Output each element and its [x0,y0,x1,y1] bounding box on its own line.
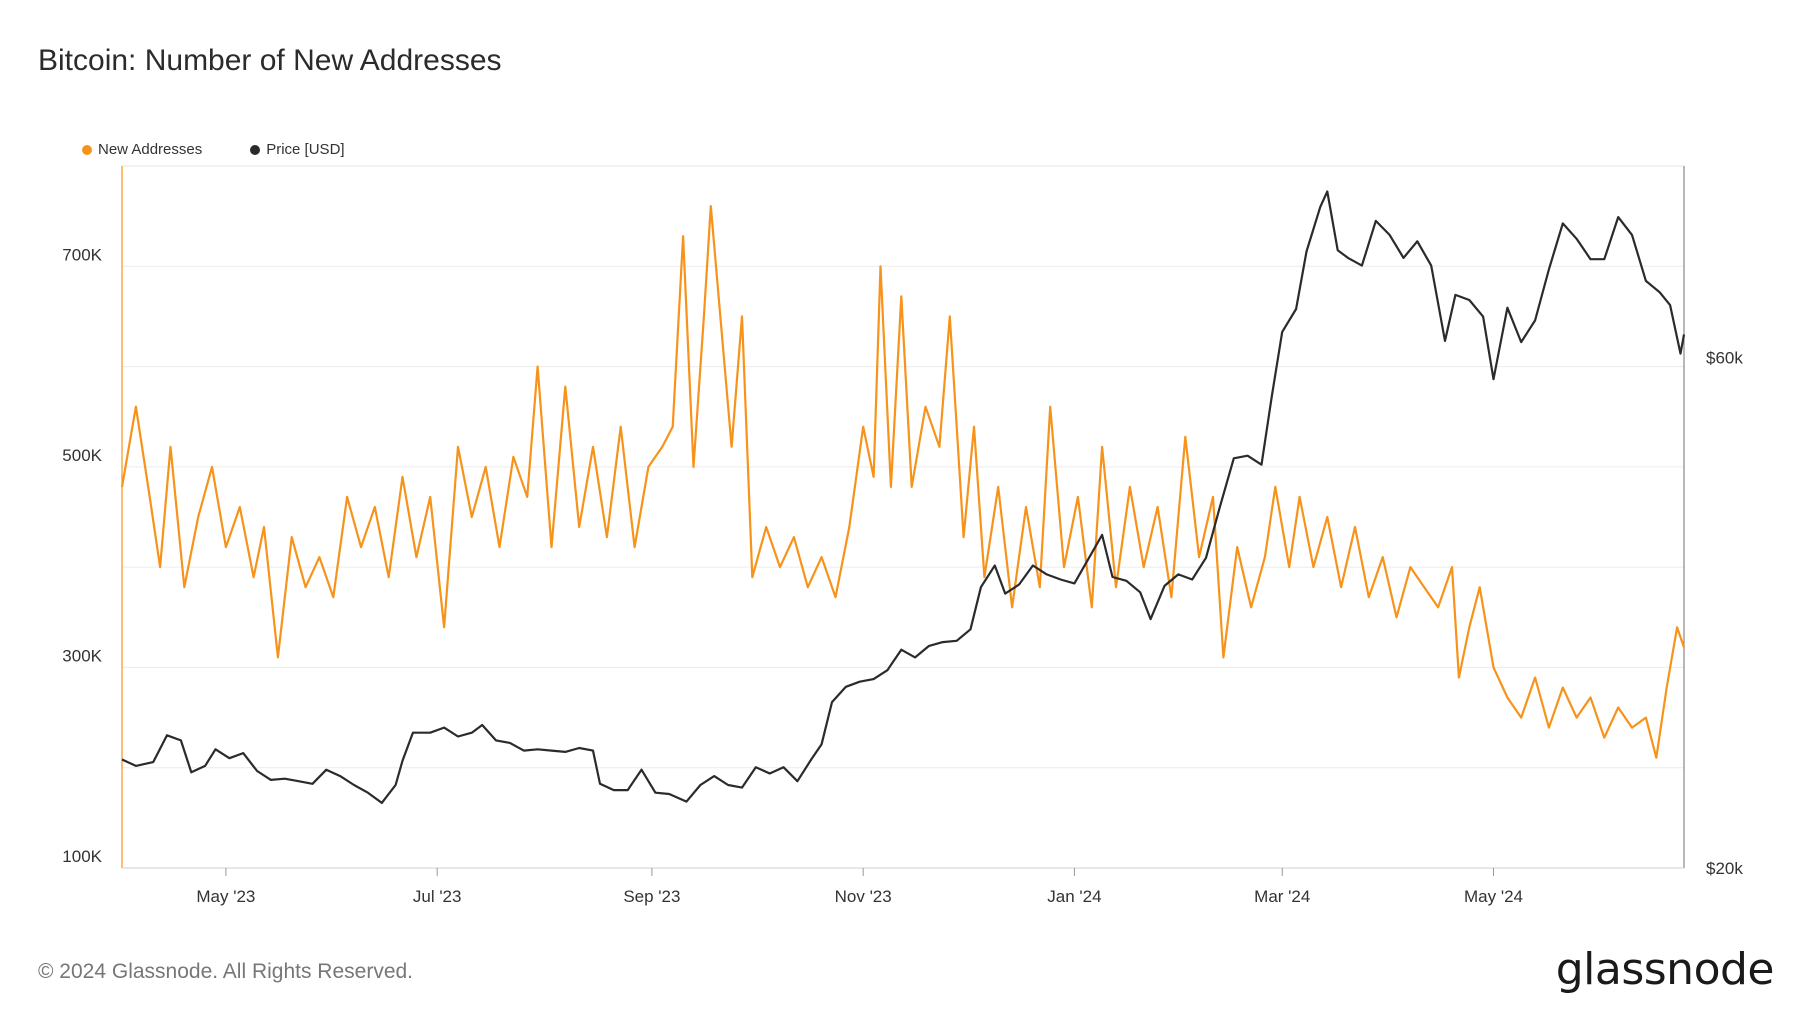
legend-label-price: Price [USD] [266,141,345,158]
chart-title: Bitcoin: Number of New Addresses [38,44,502,77]
y-right-tick-label: $60k [1706,348,1743,367]
x-tick-label: May '24 [1464,887,1523,906]
y-left-tick-label: 500K [62,446,102,465]
x-tick-label: Jan '24 [1047,887,1101,906]
glassnode-logo: glassnode [1555,944,1775,995]
x-tick-label: Nov '23 [835,887,892,906]
series-line-price [121,190,1686,804]
y-left-tick-label: 100K [62,847,102,866]
legend-dot-new-addresses [82,144,92,155]
legend-dot-price [250,144,261,155]
legend-item-price[interactable]: Price [USD] [250,141,345,158]
x-tick-label: Sep '23 [623,887,680,906]
x-tick-label: May '23 [196,887,255,906]
plot-frame [121,165,1685,869]
y-left-tick-label: 300K [62,646,102,665]
legend: New Addresses Price [USD] [82,141,345,158]
x-tick-label: Mar '24 [1254,887,1310,906]
copyright-footer: © 2024 Glassnode. All Rights Reserved. [38,960,414,983]
x-tick-label: Jul '23 [413,887,462,906]
y-left-tick-label: 700K [62,245,102,264]
legend-item-new-addresses[interactable]: New Addresses [82,141,202,158]
series-line-new-addresses [120,205,1686,759]
y-right-tick-label: $20k [1706,859,1743,878]
legend-label-new-addresses: New Addresses [98,141,203,158]
